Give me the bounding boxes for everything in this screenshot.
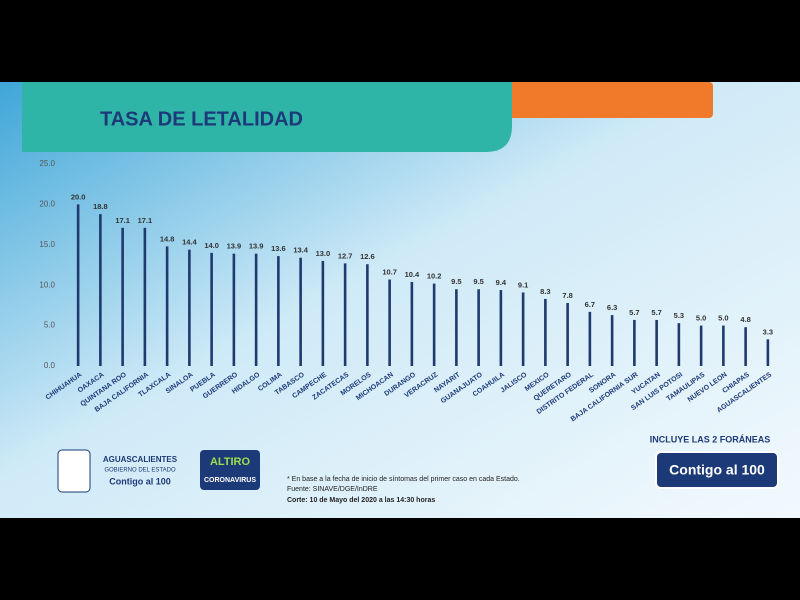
- value-label: 5.3: [674, 311, 684, 320]
- bar: [521, 292, 525, 366]
- value-label: 13.9: [249, 242, 264, 251]
- value-label: 5.0: [696, 314, 706, 323]
- y-tick-label: 0.0: [44, 361, 56, 370]
- bar: [588, 311, 592, 366]
- logo-line: AGUASCALIENTES: [103, 455, 178, 464]
- footnote: Fuente: SINAVE/DGE/InDRE: [287, 486, 378, 493]
- value-label: 4.8: [740, 315, 750, 324]
- bar: [321, 260, 325, 366]
- value-label: 13.4: [293, 246, 308, 255]
- bar: [699, 325, 703, 366]
- value-label: 8.3: [540, 287, 550, 296]
- campaign-text: ALTIRO: [210, 456, 251, 468]
- y-tick-label: 10.0: [39, 280, 55, 289]
- bar: [477, 289, 480, 366]
- orange-banner: [500, 82, 713, 118]
- bar: [655, 319, 658, 366]
- bar: [277, 256, 280, 366]
- bar: [143, 227, 147, 366]
- y-tick-label: 20.0: [39, 200, 55, 209]
- value-label: 13.6: [271, 244, 286, 253]
- bar: [455, 289, 458, 366]
- value-label: 5.7: [629, 308, 639, 317]
- bar: [343, 263, 347, 366]
- y-tick-label: 25.0: [39, 159, 55, 168]
- bar: [366, 264, 369, 366]
- logo-line: Contigo al 100: [109, 476, 171, 486]
- bar: [677, 323, 681, 366]
- state-logo: AGUASCALIENTES GOBIERNO DEL ESTADO Conti…: [57, 449, 178, 493]
- campaign-box: [200, 450, 260, 490]
- value-label: 9.5: [451, 277, 461, 286]
- value-label: 5.7: [651, 308, 661, 317]
- bar: [633, 319, 636, 366]
- value-label: 12.7: [338, 251, 353, 260]
- value-label: 3.3: [763, 327, 773, 336]
- value-label: 7.8: [562, 291, 572, 300]
- bar: [121, 227, 124, 366]
- badge-box: [655, 451, 779, 489]
- bar: [410, 281, 414, 366]
- bar: [188, 249, 191, 366]
- value-label: 14.8: [160, 234, 175, 243]
- bar: [210, 252, 213, 366]
- value-label: 17.1: [115, 216, 130, 225]
- bar: [499, 290, 503, 366]
- value-label: 10.7: [382, 268, 397, 277]
- bar: [299, 257, 302, 366]
- badge: Contigo al 100: [655, 451, 779, 489]
- slide-background: [0, 82, 800, 518]
- bar: [232, 253, 236, 366]
- value-label: 10.2: [427, 272, 442, 281]
- campaign-text: CORONAVIRUS: [204, 477, 256, 484]
- value-label: 18.8: [93, 202, 108, 211]
- value-label: 6.3: [607, 303, 617, 312]
- footnote: * En base a la fecha de inicio de síntom…: [287, 476, 520, 483]
- bar: [76, 204, 80, 366]
- bar: [544, 298, 547, 366]
- bar: [566, 302, 569, 366]
- bar: [610, 315, 614, 366]
- bar: [165, 246, 169, 366]
- value-label: 13.0: [316, 249, 331, 258]
- bar: [766, 339, 770, 366]
- footnote: Corte: 10 de Mayo del 2020 a las 14:30 h…: [287, 497, 435, 504]
- badge-text: Contigo al 100: [669, 462, 765, 478]
- value-label: 14.4: [182, 238, 197, 247]
- campaign-logo: ALTIRO CORONAVIRUS: [200, 450, 260, 490]
- bar: [744, 327, 747, 366]
- value-label: 6.7: [585, 300, 595, 309]
- shield: [57, 449, 91, 493]
- value-label: 14.0: [204, 241, 219, 250]
- value-label: 12.6: [360, 252, 375, 261]
- annotation: INCLUYE LAS 2 FORÁNEAS: [650, 434, 771, 444]
- y-tick-label: 15.0: [39, 240, 55, 249]
- bar: [99, 214, 102, 366]
- value-label: 9.5: [473, 277, 483, 286]
- title-banner: [22, 82, 512, 152]
- bar: [432, 283, 436, 366]
- value-label: 9.4: [496, 278, 507, 287]
- bar: [388, 279, 391, 366]
- value-label: 10.4: [405, 270, 420, 279]
- value-label: 9.1: [518, 280, 528, 289]
- y-tick-label: 5.0: [44, 321, 56, 330]
- bar: [254, 253, 258, 366]
- value-label: 5.0: [718, 314, 728, 323]
- value-label: 13.9: [227, 242, 242, 251]
- value-label: 17.1: [138, 216, 153, 225]
- chart-title: TASA DE LETALIDAD: [100, 108, 303, 130]
- value-label: 20.0: [71, 192, 86, 201]
- logo-line: GOBIERNO DEL ESTADO: [104, 468, 176, 474]
- bar: [722, 325, 725, 366]
